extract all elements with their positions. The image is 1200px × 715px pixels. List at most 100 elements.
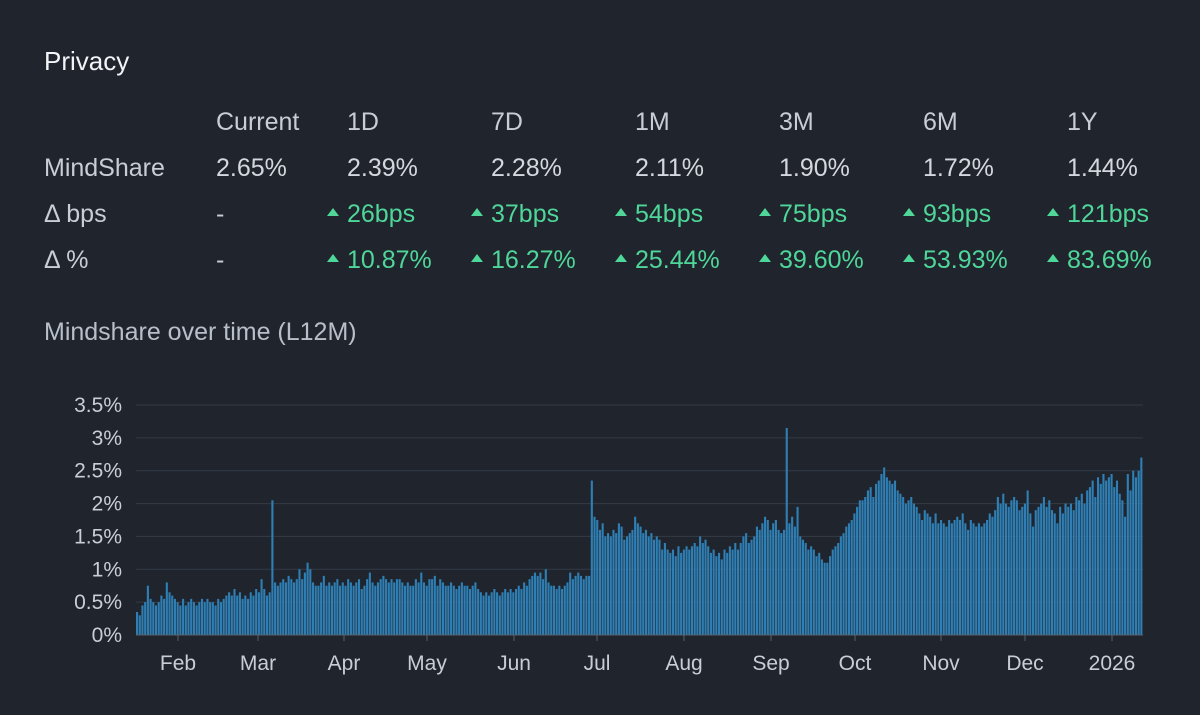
chart-title: Mindshare over time (L12M) <box>44 318 357 346</box>
bar <box>146 585 149 635</box>
column-header-3: 1M <box>635 108 670 136</box>
bar <box>282 579 285 635</box>
bar <box>758 529 761 635</box>
bar <box>663 543 666 635</box>
bar <box>241 598 244 635</box>
bar <box>926 513 929 635</box>
bar <box>693 543 696 635</box>
column-header-0: Current <box>216 108 300 136</box>
bar <box>1096 477 1100 635</box>
bar <box>160 595 163 635</box>
cell-r1-c2: 37bps <box>471 200 559 229</box>
bar <box>988 513 991 635</box>
cell-r0-c6: 1.44% <box>1067 154 1138 183</box>
bar <box>856 506 859 635</box>
bar <box>674 556 677 635</box>
cell-value: - <box>216 200 225 228</box>
bar <box>246 598 250 635</box>
bar <box>466 585 469 635</box>
bar <box>953 520 956 635</box>
bar <box>144 602 147 635</box>
bar <box>604 536 607 635</box>
bar <box>704 539 707 635</box>
cell-value: 93bps <box>923 200 992 228</box>
bar <box>376 582 380 635</box>
bar <box>287 575 290 635</box>
bar <box>753 536 756 635</box>
bar <box>647 536 650 635</box>
bar <box>571 579 574 635</box>
bar <box>969 520 972 635</box>
bar <box>498 595 501 635</box>
bar <box>536 575 539 635</box>
bar <box>1086 490 1089 635</box>
y-tick-label: 1.5% <box>74 525 122 548</box>
bar <box>1094 497 1097 635</box>
bar <box>1083 503 1086 635</box>
panel-title: Privacy <box>44 46 130 76</box>
cell-r1-c6: 121bps <box>1047 200 1149 229</box>
bar <box>263 589 266 635</box>
cell-r1-c4: 75bps <box>759 200 847 229</box>
bar <box>1102 474 1105 635</box>
bar <box>1059 506 1062 635</box>
bar <box>964 523 967 635</box>
bar <box>163 598 166 635</box>
bar <box>477 589 480 635</box>
bar <box>601 523 604 635</box>
x-tick-label: May <box>407 652 447 675</box>
bar <box>612 529 615 635</box>
bar <box>420 572 423 635</box>
bar <box>774 520 777 635</box>
column-header-2: 7D <box>491 108 523 136</box>
cell-value: 2.28% <box>491 154 562 182</box>
bar <box>1040 503 1043 635</box>
cell-r0-c4: 1.90% <box>779 154 850 183</box>
bar <box>956 516 959 635</box>
bar <box>696 546 699 635</box>
bar <box>547 582 550 635</box>
x-tick-label: Dec <box>1006 652 1043 675</box>
column-header-5: 6M <box>923 108 958 136</box>
bar <box>631 529 634 635</box>
bar <box>339 585 342 635</box>
bar <box>636 523 639 635</box>
bar <box>493 589 496 635</box>
bar <box>276 585 279 635</box>
bar <box>455 589 458 635</box>
bar <box>260 579 263 635</box>
y-tick-label: 0.5% <box>74 591 122 614</box>
y-tick-label: 3.5% <box>74 394 122 417</box>
bar <box>550 585 553 635</box>
bar <box>818 552 821 635</box>
bar <box>1072 510 1075 635</box>
bar <box>198 602 201 635</box>
bar <box>720 559 723 635</box>
cell-r1-c5: 93bps <box>903 200 991 229</box>
bar <box>942 523 945 635</box>
row-label-1: Δ bps <box>44 200 107 228</box>
bar <box>810 546 813 635</box>
bar <box>1080 493 1083 635</box>
bar <box>401 582 404 635</box>
bar <box>1029 513 1032 635</box>
bar <box>1026 490 1029 635</box>
arrow-up-icon <box>471 208 483 216</box>
bar <box>715 556 718 635</box>
bar <box>252 595 255 635</box>
cell-value: 2.39% <box>347 154 418 182</box>
bar <box>303 572 306 635</box>
bar <box>883 467 886 635</box>
bar <box>211 602 214 635</box>
bar <box>298 569 301 635</box>
bar <box>804 543 807 635</box>
x-tick-label: Apr <box>328 652 361 675</box>
bar <box>460 582 463 635</box>
x-tick-label: Jul <box>584 652 611 675</box>
bar <box>431 579 434 635</box>
bar <box>154 605 158 635</box>
bar <box>330 585 334 635</box>
bar <box>690 546 694 635</box>
cell-value: 54bps <box>635 200 704 228</box>
